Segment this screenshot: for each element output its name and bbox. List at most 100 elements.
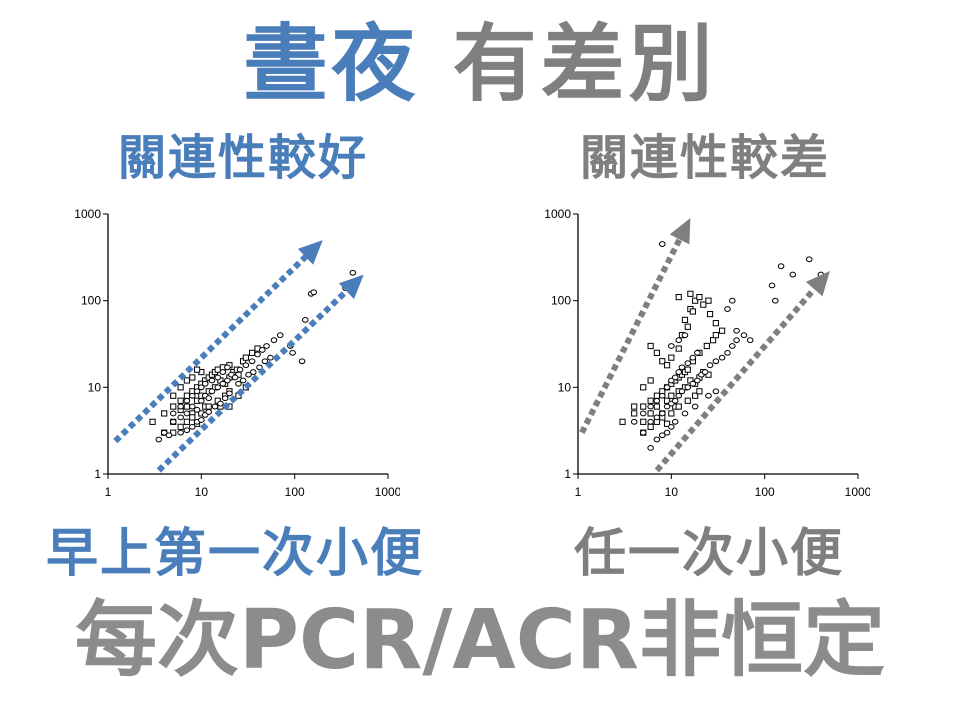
data-point-circle bbox=[671, 374, 679, 381]
data-point-square bbox=[692, 392, 699, 399]
data-point-square bbox=[631, 403, 638, 410]
data-point-square bbox=[183, 392, 190, 399]
data-point-square bbox=[659, 358, 666, 365]
data-point-circle bbox=[198, 384, 205, 391]
right-panel-caption: 任一次小便 bbox=[574, 524, 845, 584]
data-point-circle bbox=[267, 354, 274, 361]
data-point-square bbox=[647, 423, 654, 430]
data-point-circle bbox=[668, 423, 675, 430]
data-point-circle bbox=[694, 349, 701, 356]
data-point-circle bbox=[169, 410, 177, 417]
data-point-circle bbox=[777, 263, 785, 270]
title-part-day-night: 晝夜 bbox=[243, 15, 420, 113]
data-point-circle bbox=[177, 414, 184, 421]
data-point-square bbox=[684, 366, 691, 373]
data-point-circle bbox=[728, 343, 736, 349]
data-point-square bbox=[719, 327, 726, 334]
data-point-circle bbox=[198, 417, 205, 423]
trend-arrow-shaft bbox=[579, 238, 683, 435]
trend-arrow-head bbox=[805, 270, 830, 297]
data-point-circle bbox=[772, 297, 779, 304]
data-point-circle bbox=[718, 354, 726, 361]
data-point-square bbox=[183, 418, 190, 425]
data-point-circle bbox=[724, 349, 731, 356]
data-point-circle bbox=[249, 369, 257, 375]
trend-arrow-shaft bbox=[113, 254, 308, 444]
data-point-circle bbox=[224, 377, 231, 384]
trend-arrow-head bbox=[669, 217, 691, 245]
data-point-square bbox=[647, 377, 654, 384]
data-point-circle bbox=[746, 337, 754, 344]
data-point-circle bbox=[183, 427, 191, 434]
data-point-circle bbox=[733, 337, 740, 344]
data-point-circle bbox=[681, 410, 689, 417]
data-point-circle bbox=[768, 282, 776, 289]
data-point-circle bbox=[712, 388, 720, 395]
data-point-circle bbox=[639, 410, 647, 417]
data-point-circle bbox=[740, 332, 748, 339]
data-point-square bbox=[640, 384, 647, 391]
x-tick-label: 10 bbox=[195, 485, 209, 499]
data-point-square bbox=[647, 410, 654, 417]
data-point-circle bbox=[724, 306, 731, 312]
data-point-circle bbox=[193, 388, 201, 395]
data-point-square bbox=[170, 392, 177, 399]
data-point-circle bbox=[188, 392, 196, 399]
y-tick-label: 100 bbox=[551, 294, 571, 308]
data-point-circle bbox=[653, 397, 661, 404]
data-point-circle bbox=[221, 395, 229, 402]
data-point-circle bbox=[658, 392, 666, 399]
data-point-square bbox=[700, 301, 707, 308]
data-point-square bbox=[668, 392, 675, 399]
data-point-square bbox=[631, 410, 638, 417]
data-point-circle bbox=[630, 418, 638, 425]
data-point-square bbox=[696, 293, 703, 301]
data-point-circle bbox=[689, 354, 697, 361]
data-point-circle bbox=[691, 403, 699, 410]
data-point-circle bbox=[217, 400, 224, 407]
y-tick-label: 100 bbox=[81, 294, 101, 308]
y-tick-label: 1 bbox=[564, 467, 571, 481]
data-point-square bbox=[205, 403, 212, 410]
data-point-circle bbox=[675, 392, 683, 399]
data-point-circle bbox=[239, 377, 247, 384]
data-point-circle bbox=[675, 337, 683, 344]
data-point-square bbox=[663, 420, 671, 427]
left-panel-label: 關連性較好 bbox=[118, 130, 369, 186]
data-point-square bbox=[689, 308, 696, 315]
data-point-square bbox=[675, 403, 682, 410]
data-point-circle bbox=[214, 384, 222, 391]
data-point-square bbox=[709, 337, 717, 344]
y-tick-label: 1000 bbox=[74, 207, 101, 221]
data-point-circle bbox=[681, 332, 689, 339]
data-point-square bbox=[647, 397, 654, 404]
data-point-circle bbox=[188, 403, 196, 410]
data-point-circle bbox=[256, 364, 263, 371]
data-point-circle bbox=[165, 432, 173, 439]
data-point-circle bbox=[289, 349, 296, 356]
data-point-circle bbox=[193, 406, 201, 413]
data-point-circle bbox=[214, 374, 222, 381]
y-tick-label: 1 bbox=[94, 467, 101, 481]
data-point-square bbox=[668, 354, 675, 361]
data-point-circle bbox=[155, 436, 163, 443]
data-point-square bbox=[647, 342, 654, 350]
y-tick-label: 10 bbox=[88, 380, 102, 394]
data-point-circle bbox=[805, 256, 813, 263]
trend-arrow-shaft bbox=[654, 287, 817, 473]
x-tick-label: 1 bbox=[575, 485, 582, 499]
data-point-circle bbox=[201, 380, 209, 387]
data-point-circle bbox=[236, 366, 244, 373]
data-point-square bbox=[193, 366, 201, 373]
data-point-circle bbox=[639, 429, 647, 436]
data-point-square bbox=[712, 320, 719, 327]
data-point-square bbox=[183, 377, 190, 384]
data-point-circle bbox=[678, 364, 686, 371]
data-point-circle bbox=[226, 390, 233, 397]
data-point-circle bbox=[658, 410, 666, 417]
data-point-square bbox=[149, 418, 156, 425]
data-point-circle bbox=[701, 369, 709, 375]
data-point-square bbox=[705, 297, 712, 304]
data-point-circle bbox=[684, 384, 692, 391]
data-point-square bbox=[161, 410, 168, 417]
